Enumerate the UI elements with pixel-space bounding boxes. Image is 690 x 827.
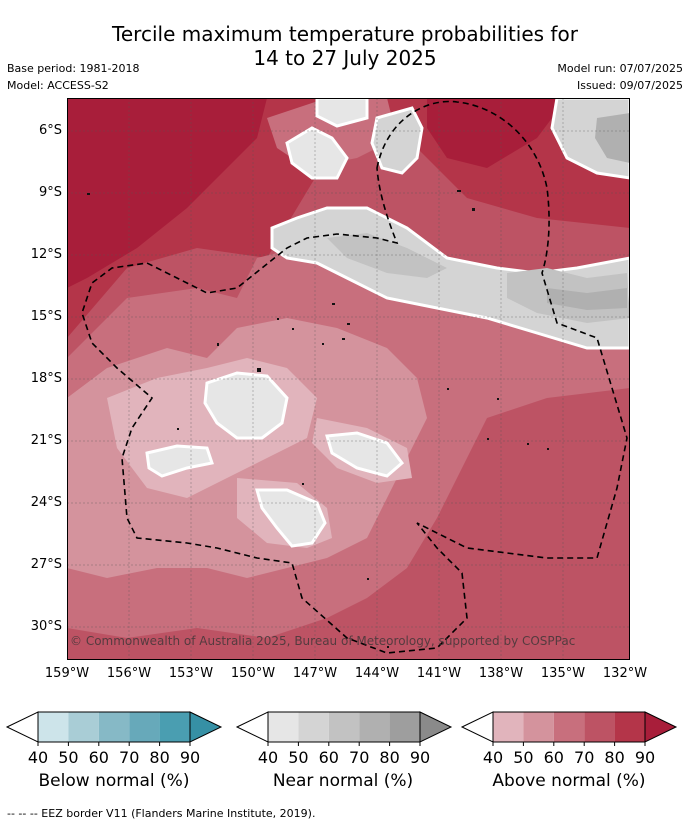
field-near-50-c	[325, 431, 405, 478]
field-near-50-north	[285, 126, 349, 180]
colorbar-bin	[614, 712, 645, 742]
legend-title-above: Above normal (%)	[492, 771, 646, 791]
lat-label: 18°S	[30, 371, 62, 386]
colorbar-bin	[359, 712, 390, 742]
field-near-70-a	[327, 233, 447, 278]
colorbar-tick-label: 40	[28, 748, 48, 767]
grid	[67, 98, 630, 660]
eez-border	[81, 100, 628, 654]
colorbar-extend-high	[644, 711, 678, 743]
field-near-50-d	[255, 488, 327, 548]
lon-label: 132°W	[602, 666, 648, 681]
lon-label: 135°W	[540, 666, 586, 681]
field-near-60-north	[370, 106, 424, 175]
legend-near-normal: 40 50 60 70 80 90	[235, 708, 453, 772]
colorbar-extend-high	[189, 711, 223, 743]
colorbar-tick-label: 60	[544, 748, 564, 767]
meta-right: Model run: 07/07/2025 Issued: 09/07/2025	[557, 60, 683, 94]
colorbar-frame	[267, 711, 421, 743]
footer-note: -- -- -- EEZ border V11 (Flanders Marine…	[7, 807, 316, 820]
colorbar-bin	[98, 712, 130, 742]
field-near-80	[547, 288, 627, 310]
model-name: Model: ACCESS-S2	[7, 79, 109, 92]
colorbar-bin	[298, 712, 329, 742]
copyright-text: © Commonwealth of Australia 2025, Bureau…	[70, 634, 575, 648]
field-near-50-b	[145, 444, 214, 478]
map-frame	[67, 98, 630, 660]
colorbar-tick-label: 70	[574, 748, 594, 767]
map-title: Tercile maximum temperature probabilitie…	[0, 22, 690, 70]
colorbar-tick-label: 70	[349, 748, 369, 767]
lat-label: 9°S	[38, 185, 62, 200]
legend-title-below: Below normal (%)	[38, 771, 190, 791]
colorbar-bin	[493, 712, 524, 742]
lon-label: 156°W	[106, 666, 152, 681]
field-near-80-ne	[595, 113, 630, 163]
colorbar-tick-label: 50	[288, 748, 308, 767]
colorbar-tick-label: 40	[258, 748, 278, 767]
colorbar-extend-high	[419, 711, 453, 743]
lat-label: 27°S	[30, 557, 62, 572]
title-line-2: 14 to 27 July 2025	[253, 46, 437, 70]
model-run: Model run: 07/07/2025	[557, 62, 683, 75]
colorbar-tick-label: 70	[119, 748, 139, 767]
colorbar-bin	[38, 712, 69, 742]
colorbar-tick-label: 50	[58, 748, 78, 767]
legend-below-normal: 40 50 60 70 80 90	[5, 708, 223, 772]
colorbar-bin	[389, 712, 420, 742]
colorbar-tick-label: 50	[513, 748, 533, 767]
lat-label: 21°S	[30, 433, 62, 448]
colorbar-near: 40 50 60 70 80 90	[235, 711, 453, 767]
lat-label: 15°S	[30, 309, 62, 324]
colorbar-tick-label: 90	[410, 748, 430, 767]
lon-label: 141°W	[416, 666, 462, 681]
colorbar-extend-low	[460, 711, 494, 743]
lat-label: 6°S	[38, 123, 62, 138]
base-period: Base period: 1981-2018	[7, 62, 140, 75]
colorbar-below: 40 50 60 70 80 90	[5, 711, 223, 767]
colorbar-tick-label: 80	[379, 748, 399, 767]
lon-label: 138°W	[478, 666, 524, 681]
field-near-50-top	[315, 98, 369, 128]
colorbar-bin	[553, 712, 585, 742]
colorbar-bin	[328, 712, 360, 742]
colorbar-tick-label: 60	[319, 748, 339, 767]
lon-label: 153°W	[168, 666, 214, 681]
colorbar-tick-label: 90	[635, 748, 655, 767]
probability-map[interactable]: © Commonwealth of Australia 2025, Bureau…	[67, 98, 630, 660]
colorbar-tick-label: 60	[89, 748, 109, 767]
colorbar-extend-low	[235, 711, 269, 743]
field-near-50-a	[203, 371, 289, 440]
colorbar-frame	[37, 711, 191, 743]
islands	[87, 190, 549, 648]
field-above-90-ne	[427, 98, 567, 168]
colorbar-bin	[68, 712, 99, 742]
legend-above-normal: 40 50 60 70 80 90	[460, 708, 678, 772]
lon-label: 147°W	[292, 666, 338, 681]
colorbar-bin	[129, 712, 160, 742]
issued-date: Issued: 09/07/2025	[576, 79, 683, 92]
lon-label: 144°W	[354, 666, 400, 681]
colorbar-above: 40 50 60 70 80 90	[460, 711, 678, 767]
meta-left: Base period: 1981-2018 Model: ACCESS-S2	[7, 60, 139, 94]
colorbar-bin	[584, 712, 615, 742]
colorbar-bin	[523, 712, 554, 742]
colorbar-tick-label: 80	[149, 748, 169, 767]
colorbar-tick-label: 40	[483, 748, 503, 767]
colorbar-tick-label: 80	[604, 748, 624, 767]
colorbar-frame	[492, 711, 646, 743]
colorbar-bin	[268, 712, 299, 742]
lat-label: 30°S	[30, 619, 62, 634]
lat-label: 12°S	[30, 247, 62, 262]
colorbar-extend-low	[5, 711, 39, 743]
map-svg: © Commonwealth of Australia 2025, Bureau…	[67, 98, 630, 660]
legend-title-near: Near normal (%)	[272, 771, 414, 791]
lon-label: 159°W	[44, 666, 90, 681]
colorbar-bin	[159, 712, 190, 742]
lat-label: 24°S	[30, 495, 62, 510]
title-line-1: Tercile maximum temperature probabilitie…	[112, 22, 578, 46]
lon-label: 150°W	[230, 666, 276, 681]
colorbar-tick-label: 90	[180, 748, 200, 767]
